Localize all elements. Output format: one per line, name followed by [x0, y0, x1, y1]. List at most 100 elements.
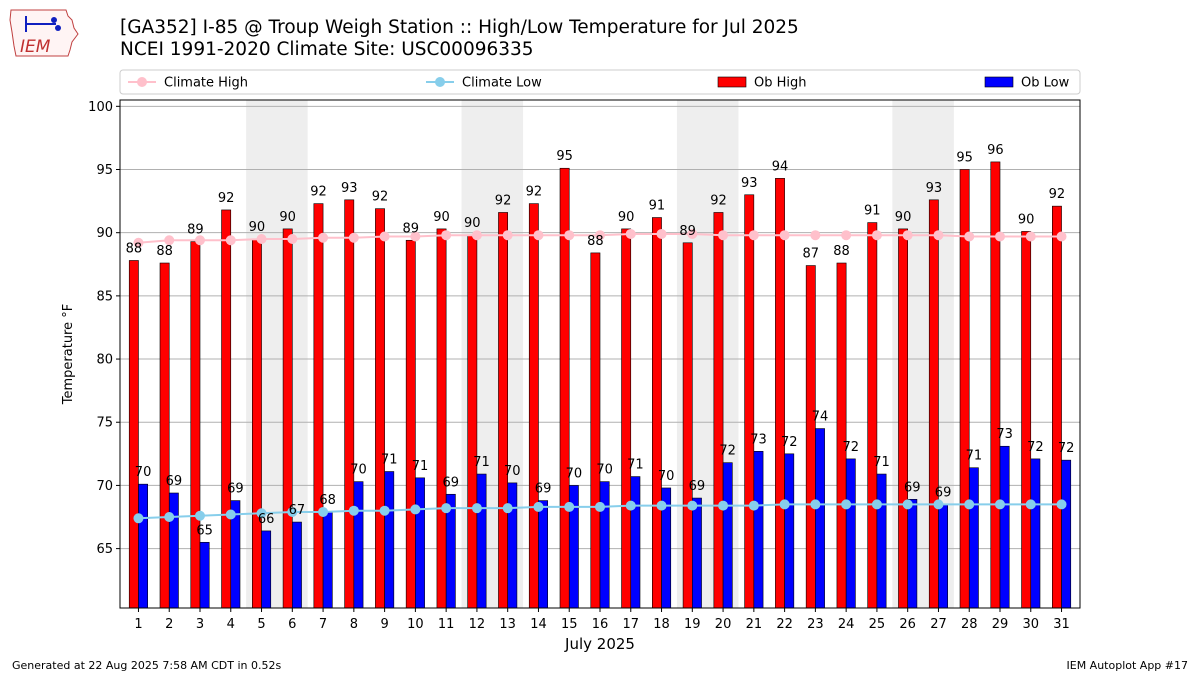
ob-high-bar — [436, 228, 447, 609]
x-tick-label: 14 — [530, 617, 547, 632]
climate-high-point — [195, 235, 205, 246]
climate-high-point — [533, 230, 544, 241]
x-tick-label: 26 — [899, 617, 916, 632]
ob-low-label: 69 — [904, 480, 921, 495]
ob-high-bar — [805, 265, 816, 609]
legend-climate-low-label: Climate Low — [462, 76, 542, 91]
ob-high-label: 91 — [864, 204, 881, 219]
ob-high-label: 90 — [895, 210, 912, 225]
bars-group — [128, 161, 1072, 609]
ob-low-bar — [999, 445, 1010, 609]
x-axis: 1 2 3 4 5 6 7 8 9 10 11 12 13 14 15 16 17 18 19 20 21 22 23 24 2… — [134, 608, 1070, 632]
climate-low-point — [718, 500, 729, 511]
ob-high-label: 90 — [279, 210, 296, 225]
climate-high-point — [902, 230, 913, 241]
ob-low-label: 70 — [658, 469, 675, 484]
ob-low-bar — [815, 428, 825, 609]
ob-high-label: 93 — [741, 176, 758, 191]
ob-high-label: 96 — [987, 143, 1004, 158]
climate-low-point — [441, 503, 452, 514]
ob-low-label: 70 — [350, 463, 367, 478]
climate-high-point — [287, 234, 298, 245]
y-tick-label: 65 — [96, 542, 113, 557]
y-tick-label: 80 — [96, 353, 113, 368]
x-tick-label: 16 — [592, 617, 609, 632]
x-tick-label: 25 — [869, 617, 886, 632]
climate-low-point — [995, 499, 1005, 510]
y-tick-label: 85 — [96, 289, 113, 304]
x-tick-label: 2 — [165, 617, 173, 632]
ob-high-label: 90 — [464, 216, 481, 231]
ob-low-label: 71 — [627, 458, 644, 473]
ob-high-label: 89 — [187, 223, 204, 238]
legend-box — [119, 69, 1081, 95]
y-axis: 65 70 75 80 85 90 95 100 — [88, 100, 120, 557]
x-tick-label: 5 — [257, 617, 265, 632]
ob-high-label: 92 — [1049, 187, 1066, 202]
climate-high-point — [348, 232, 359, 243]
ob-low-bar — [353, 481, 364, 609]
ob-low-bar — [968, 467, 979, 609]
ob-high-bar — [990, 161, 1001, 609]
generated-timestamp: Generated at 22 Aug 2025 7:58 AM CDT in … — [12, 659, 282, 672]
ob-low-bar — [630, 476, 641, 609]
climate-low-point — [287, 506, 298, 517]
ob-high-label: 90 — [1018, 212, 1035, 227]
ob-low-bar — [692, 497, 702, 609]
x-tick-label: 8 — [350, 617, 358, 632]
climate-low-point — [410, 504, 421, 515]
x-tick-label: 13 — [499, 617, 516, 632]
ob-low-bar — [261, 530, 272, 609]
ob-high-bar — [744, 194, 755, 609]
climate-high-point — [410, 231, 421, 242]
climate-low-point — [225, 509, 236, 520]
ob-high-label: 90 — [249, 220, 266, 235]
ob-low-label: 71 — [473, 455, 490, 470]
climate-low-point — [625, 500, 636, 511]
climate-high-point — [810, 230, 821, 241]
legend: Climate High Climate Low Ob High Ob Low — [119, 69, 1081, 95]
ob-low-bar — [538, 500, 548, 609]
climate-low-point — [779, 499, 790, 510]
y-axis-label: Temperature °F — [61, 304, 76, 405]
ob-high-label: 87 — [802, 247, 819, 262]
ob-high-label: 92 — [495, 193, 512, 208]
ob-high-bar — [682, 242, 693, 609]
ob-low-label: 72 — [1058, 441, 1075, 456]
ob-low-bar — [476, 473, 487, 609]
ob-high-label: 88 — [126, 241, 143, 256]
app-credit: IEM Autoplot App #17 — [1066, 659, 1189, 672]
ob-low-label: 72 — [719, 444, 736, 459]
ob-high-label: 88 — [833, 244, 850, 259]
y-tick-label: 95 — [96, 163, 113, 178]
legend-ob-low-label: Ob Low — [1021, 76, 1070, 91]
x-tick-label: 27 — [930, 617, 947, 632]
ob-low-bar — [753, 451, 764, 609]
climate-high-point — [471, 230, 482, 241]
ob-low-bar — [845, 458, 856, 609]
ob-high-label: 92 — [372, 190, 389, 205]
x-tick-label: 18 — [653, 617, 670, 632]
x-tick-label: 17 — [622, 617, 639, 632]
ob-high-bar — [344, 199, 355, 609]
station-cup — [51, 17, 57, 23]
ob-low-bar — [722, 462, 733, 609]
ob-high-bar — [1021, 231, 1032, 609]
ob-low-label: 70 — [504, 464, 521, 479]
ob-high-label: 93 — [926, 181, 943, 196]
ob-high-bar — [405, 239, 416, 609]
x-tick-label: 11 — [438, 617, 455, 632]
climate-high-point — [1025, 231, 1036, 242]
ob-low-bar — [168, 492, 179, 609]
ob-low-label: 69 — [166, 474, 183, 489]
climate-low-point — [348, 505, 359, 516]
climate-low-point — [933, 499, 944, 510]
ob-low-label: 69 — [442, 475, 459, 490]
ob-high-bar — [159, 262, 170, 609]
climate-low-point — [871, 499, 882, 510]
x-tick-label: 15 — [561, 617, 578, 632]
ob-high-bar — [590, 252, 601, 609]
ob-low-label: 65 — [196, 523, 213, 538]
ob-high-bar — [498, 212, 508, 609]
ob-low-bar — [292, 521, 302, 609]
